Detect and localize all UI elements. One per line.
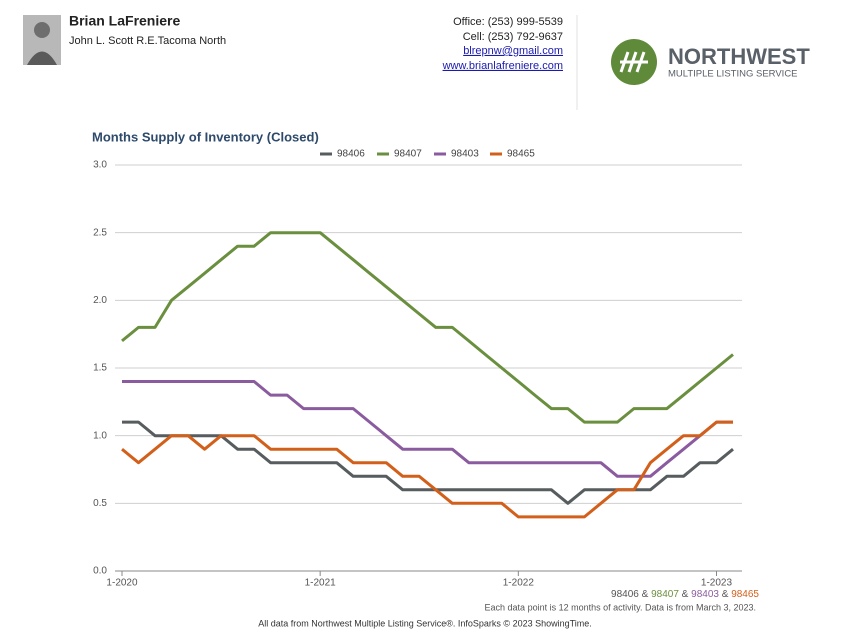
- y-tick-label: 2.5: [93, 227, 107, 238]
- chart-title: Months Supply of Inventory (Closed): [92, 129, 319, 144]
- zip-joiner: &: [719, 589, 731, 600]
- legend-label: 98407: [394, 149, 422, 160]
- y-tick-label: 2.0: [93, 295, 107, 306]
- series-line: [121, 420, 733, 519]
- y-tick-label: 1.0: [93, 430, 107, 441]
- footer: All data from Northwest Multiple Listing…: [258, 618, 592, 628]
- legend-label: 98403: [451, 149, 479, 160]
- zip-name: 98407: [651, 589, 679, 600]
- x-tick-label: 1-2021: [305, 578, 337, 589]
- zip-joiner: &: [639, 589, 651, 600]
- y-tick-label: 0.0: [93, 566, 107, 577]
- y-tick-label: 1.5: [93, 363, 107, 374]
- x-tick-label: 1-2022: [503, 578, 535, 589]
- zip-summary: 98406 & 98407 & 98403 & 98465: [611, 589, 759, 600]
- chart-note: Each data point is 12 months of activity…: [485, 602, 756, 612]
- zip-joiner: &: [679, 589, 691, 600]
- logo-subtitle: MULTIPLE LISTING SERVICE: [668, 69, 798, 80]
- logo-icon: [619, 51, 648, 73]
- zip-name: 98403: [691, 589, 719, 600]
- agent-name: Brian LaFreniere: [69, 13, 180, 29]
- contact-office: Office: (253) 999-5539: [453, 16, 563, 28]
- x-tick-label: 1-2020: [106, 578, 138, 589]
- x-tick-label: 1-2023: [701, 578, 733, 589]
- y-tick-label: 3.0: [93, 160, 107, 171]
- contact-email[interactable]: blrepnw@gmail.com: [463, 45, 563, 57]
- logo-title: NORTHWEST: [668, 44, 810, 69]
- zip-name: 98465: [731, 589, 759, 600]
- legend-label: 98465: [507, 149, 535, 160]
- agent-photo-head: [34, 22, 50, 38]
- series-line: [122, 380, 733, 478]
- contact-cell: Cell: (253) 792-9637: [463, 31, 563, 43]
- y-tick-label: 0.5: [93, 498, 107, 509]
- series-line: [121, 231, 734, 424]
- agent-company: John L. Scott R.E.Tacoma North: [69, 35, 226, 47]
- zip-name: 98406: [611, 589, 639, 600]
- legend-label: 98406: [337, 149, 365, 160]
- contact-website[interactable]: www.brianlafreniere.com: [442, 60, 563, 72]
- agent-photo-body: [27, 51, 57, 65]
